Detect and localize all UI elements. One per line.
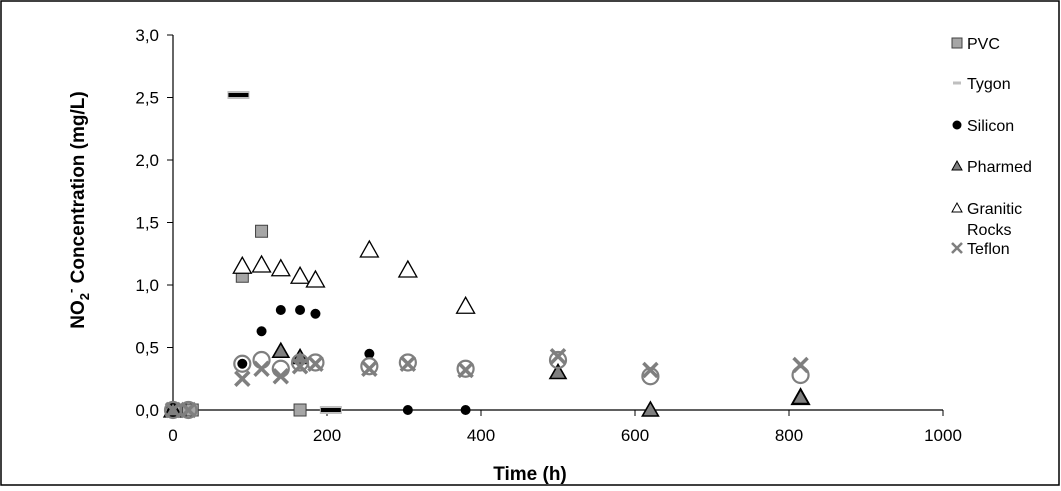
y-tick-label: 2,5 [135, 89, 159, 108]
legend-label: Pharmed [967, 159, 1032, 176]
data-point [227, 91, 249, 99]
legend-marker [952, 38, 962, 48]
legend-marker [953, 82, 961, 85]
legend-label: Tygon [967, 76, 1011, 93]
data-point [257, 326, 267, 336]
data-point [256, 225, 268, 237]
data-point [276, 305, 286, 315]
legend-label: PVC [967, 36, 1000, 53]
y-tick-label: 2,0 [135, 151, 159, 170]
x-tick-label: 200 [313, 426, 341, 445]
y-tick-label: 1,0 [135, 276, 159, 295]
x-tick-label: 1000 [924, 426, 962, 445]
data-point [295, 305, 305, 315]
data-point [237, 359, 247, 369]
data-point [320, 406, 342, 414]
data-point [461, 405, 471, 415]
data-point [310, 309, 320, 319]
x-tick-label: 0 [168, 426, 177, 445]
y-axis-title-sub: 2 [77, 293, 92, 300]
legend-label: Teflon [967, 241, 1010, 258]
legend-label: Granitic [967, 201, 1022, 218]
x-axis-title: Time (h) [493, 464, 567, 485]
y-tick-label: 0,5 [135, 339, 159, 358]
y-axis-title: NO2- Concentration (mg/L) [63, 91, 92, 328]
x-tick-label: 800 [775, 426, 803, 445]
x-tick-label: 400 [467, 426, 495, 445]
data-point [294, 404, 306, 416]
y-tick-label: 3,0 [135, 26, 159, 45]
y-tick-label: 0,0 [135, 401, 159, 420]
legend-marker [953, 121, 962, 130]
y-tick-label: 1,5 [135, 214, 159, 233]
y-axis-title-rest: Concentration (mg/L) [68, 91, 89, 288]
x-tick-label: 600 [621, 426, 649, 445]
legend-label: Rocks [967, 222, 1011, 239]
data-point [403, 405, 413, 415]
legend-label: Silicon [967, 118, 1014, 135]
y-axis-title-main: NO [68, 300, 89, 329]
